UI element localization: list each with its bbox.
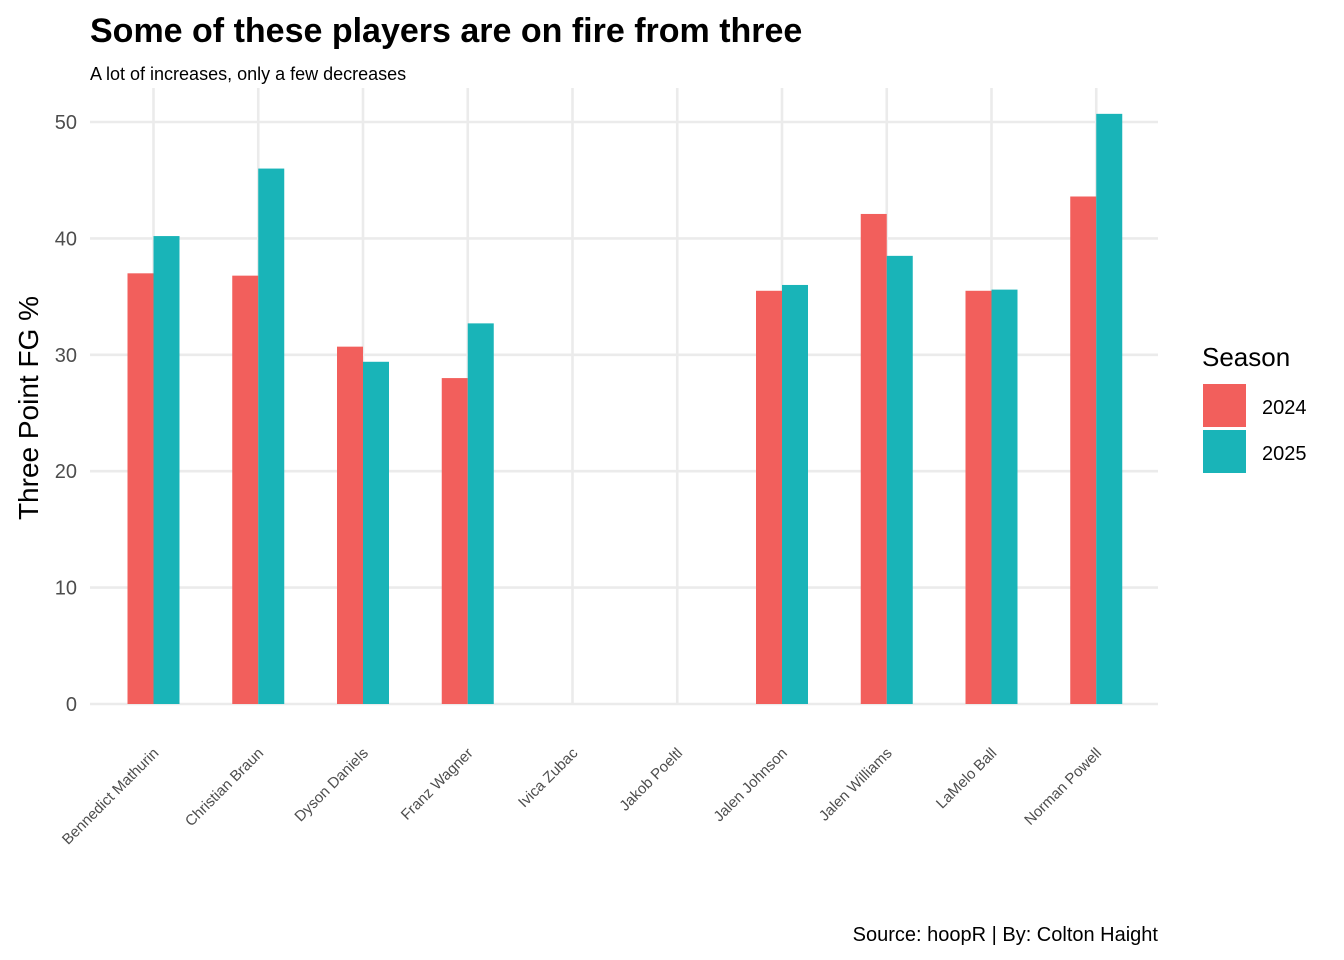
x-axis-ticks: Bennedict Mathurin Christian Braun Dyson D… — [59, 744, 1105, 848]
legend-label: 2025 — [1262, 443, 1307, 465]
y-tick-label: 40 — [55, 228, 77, 250]
x-tick-label: Dyson Daniels — [291, 745, 371, 825]
bar-2025 — [1096, 113, 1123, 705]
legend-key-2024 — [1203, 384, 1246, 427]
bar-2025 — [782, 284, 808, 704]
bar-2025 — [467, 323, 494, 704]
x-tick-label: Christian Braun — [182, 745, 267, 830]
x-tick-label: Norman Powell — [1021, 745, 1105, 829]
y-axis-label: Three Point FG % — [13, 296, 44, 520]
x-tick-label: Jalen Johnson — [710, 745, 790, 825]
y-tick-label: 0 — [66, 694, 77, 716]
y-tick-label: 30 — [55, 345, 77, 367]
chart-caption: Source: hoopR | By: Colton Haight — [853, 924, 1159, 946]
bar-2025 — [991, 289, 1018, 704]
chart-subtitle: A lot of increases, only a few decreases — [90, 64, 406, 84]
y-tick-label: 50 — [55, 112, 77, 134]
x-tick-label: Jalen Williams — [816, 745, 896, 825]
x-tick-label: LaMelo Ball — [933, 745, 1000, 812]
bar-2025 — [363, 361, 389, 704]
legend-title: Season — [1202, 342, 1290, 372]
bar-2025 — [258, 168, 285, 704]
legend: Season 2024 2025 — [1202, 342, 1307, 473]
x-tick-label: Ivica Zubac — [515, 744, 582, 811]
bar-2024 — [337, 346, 363, 704]
bar-2024 — [860, 213, 887, 704]
y-tick-label: 10 — [55, 578, 77, 600]
x-tick-label: Franz Wagner — [398, 745, 477, 824]
y-tick-label: 20 — [55, 461, 77, 483]
legend-key-2025 — [1203, 430, 1246, 473]
x-tick-label: Jakob Poeltl — [616, 745, 686, 815]
x-grid — [152, 88, 1098, 704]
bars — [127, 113, 1123, 705]
bar-2024 — [441, 378, 468, 704]
bar-2025 — [153, 236, 180, 704]
bar-2024 — [756, 290, 782, 704]
bar-2024 — [1070, 196, 1097, 704]
bar-2025 — [886, 255, 913, 705]
bar-2024 — [965, 290, 992, 704]
x-tick-label: Bennedict Mathurin — [59, 745, 162, 848]
bar-2024 — [127, 273, 154, 704]
y-axis-ticks: 0 10 20 30 40 50 — [55, 112, 77, 716]
legend-label: 2024 — [1262, 397, 1307, 419]
bar-2024 — [232, 275, 259, 704]
chart-title: Some of these players are on fire from t… — [90, 12, 802, 50]
